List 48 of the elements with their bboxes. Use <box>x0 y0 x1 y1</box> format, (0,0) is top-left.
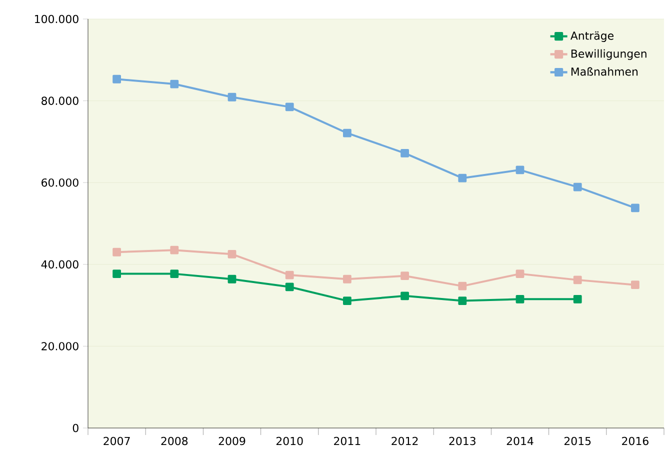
point <box>343 128 352 138</box>
point <box>458 174 467 182</box>
y-tick-label: 20.000 <box>42 342 78 350</box>
point <box>573 276 582 284</box>
point <box>516 270 524 278</box>
legend-label: Bewilligungen <box>571 49 646 60</box>
point <box>400 292 410 300</box>
point <box>112 74 121 84</box>
legend-label: Anträge <box>570 31 614 42</box>
y-tick-label: 60.000 <box>42 178 78 187</box>
x-tick-label: 2016 <box>622 436 648 446</box>
x-tick-label: 2014 <box>506 436 534 446</box>
point <box>170 246 179 254</box>
x-tick-label: 2008 <box>161 436 188 446</box>
point <box>343 296 352 305</box>
point <box>516 166 524 174</box>
y-tick-label: 100.000 <box>35 14 78 24</box>
point <box>228 250 236 258</box>
x-tick-label: 2007 <box>104 436 130 446</box>
x-tick-label: 2009 <box>218 436 246 446</box>
point <box>400 148 410 158</box>
point <box>228 92 236 102</box>
point <box>458 282 467 290</box>
point <box>112 270 121 278</box>
point <box>285 282 294 292</box>
point <box>631 280 640 290</box>
point <box>400 272 410 280</box>
point <box>285 270 294 280</box>
point <box>458 296 467 305</box>
x-tick-label: 2010 <box>276 436 303 446</box>
point <box>516 294 524 304</box>
x-tick-label: 2013 <box>449 436 476 446</box>
point <box>228 274 236 284</box>
point <box>170 80 179 88</box>
point <box>573 182 582 192</box>
y-tick-label: 40.000 <box>41 260 78 269</box>
x-tick-label: 2011 <box>334 436 360 446</box>
point <box>573 294 582 304</box>
y-tick-label: 80.000 <box>42 96 78 105</box>
point <box>170 270 179 278</box>
point <box>112 248 121 256</box>
x-tick-label: 2015 <box>564 436 591 446</box>
point <box>343 274 352 284</box>
point <box>631 204 640 212</box>
y-tick-label: 0 <box>72 424 78 432</box>
legend-label: Maßnahmen <box>571 67 638 76</box>
x-tick-label: 2012 <box>392 436 418 446</box>
point <box>285 102 294 112</box>
